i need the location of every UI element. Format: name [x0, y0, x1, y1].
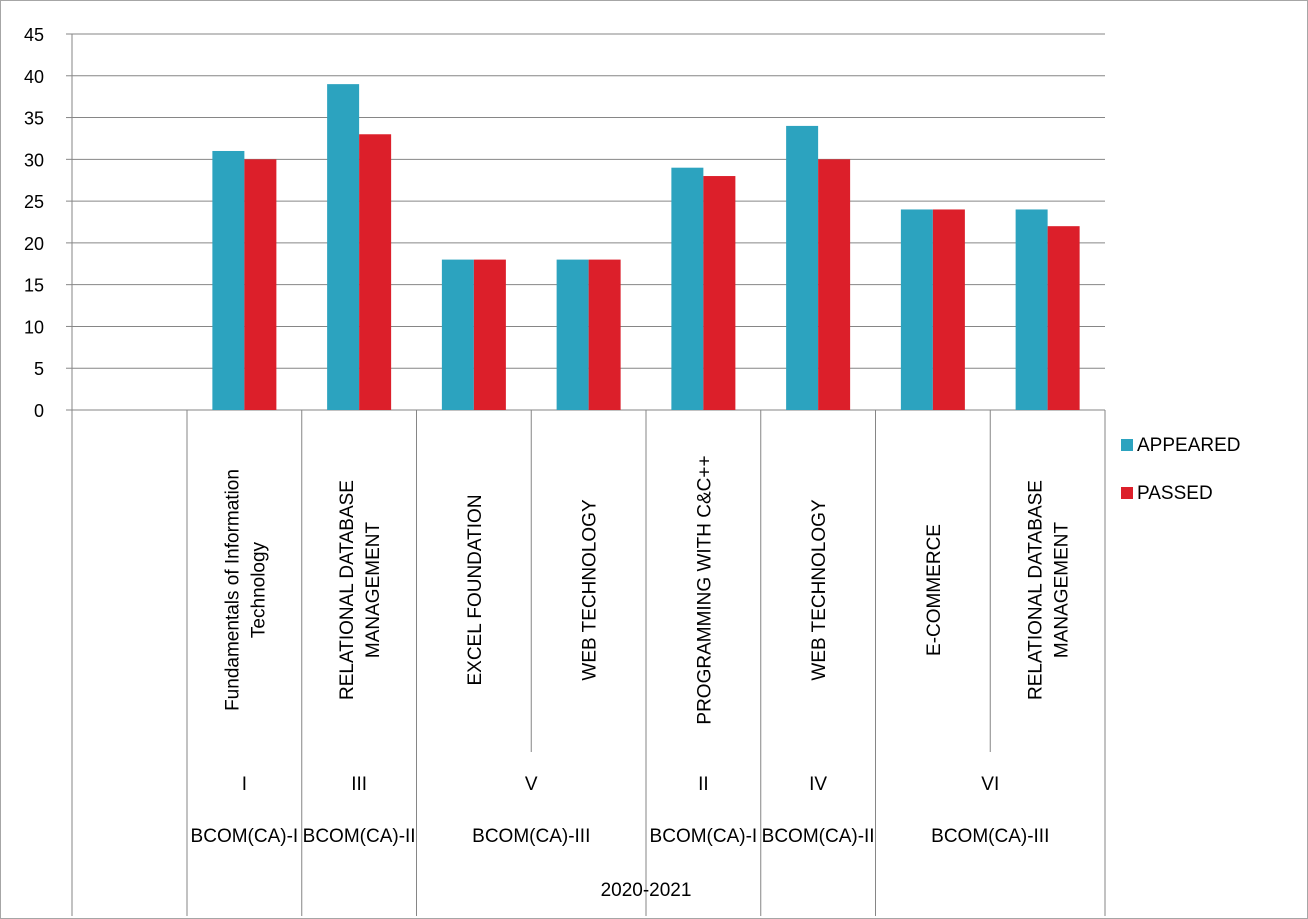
legend-label: PASSED — [1137, 483, 1213, 504]
bar-passed — [818, 159, 851, 410]
group-label-level-1: I — [242, 774, 247, 795]
category-label: RELATIONAL DATABASE — [337, 480, 358, 700]
bar-appeared — [900, 209, 933, 410]
bar-passed — [244, 159, 277, 410]
bar-appeared — [327, 84, 360, 410]
bar-appeared — [1015, 209, 1048, 410]
legend-swatch — [1121, 439, 1133, 451]
y-tick-label: 25 — [24, 192, 44, 212]
bar-passed — [932, 209, 965, 410]
legend: APPEARED PASSED — [1121, 435, 1240, 504]
category-label: RELATIONAL DATABASE — [1026, 480, 1047, 700]
bar-passed — [473, 259, 506, 410]
group-label-level-1: III — [351, 774, 367, 795]
group-label-level-2: BCOM(CA)-II — [762, 826, 875, 847]
axis-labels: 0 5 10 15 20 25 30 35 40 45 Fundamentals of Inform… — [24, 25, 1073, 901]
category-label: WEB TECHNOLOGY — [809, 499, 830, 681]
group-label-level-1: VI — [981, 774, 999, 795]
legend-label: APPEARED — [1137, 435, 1240, 456]
category-label: Fundamentals of Information — [222, 469, 243, 711]
group-label-level-3: 2020-2021 — [601, 880, 692, 901]
bars — [212, 84, 1080, 411]
y-tick-label: 10 — [24, 317, 44, 337]
y-tick-label: 45 — [24, 25, 44, 45]
category-label: WEB TECHNOLOGY — [580, 499, 601, 681]
bar-passed — [703, 176, 736, 410]
category-label: MANAGEMENT — [363, 522, 384, 659]
legend-swatch — [1121, 487, 1133, 499]
category-label: EXCEL FOUNDATION — [465, 494, 486, 685]
bar-appeared — [786, 125, 819, 411]
y-tick-label: 35 — [24, 109, 44, 129]
category-label: E-COMMERCE — [924, 524, 945, 656]
group-label-level-2: BCOM(CA)-I — [191, 826, 299, 847]
bar-appeared — [441, 259, 474, 410]
group-label-level-1: IV — [809, 774, 827, 795]
y-tick-label: 15 — [24, 276, 44, 296]
group-label-level-1: V — [525, 774, 538, 795]
category-label: PROGRAMMING WITH C&C++ — [694, 455, 715, 724]
group-label-level-2: BCOM(CA)-I — [650, 826, 758, 847]
bar-appeared — [556, 259, 589, 410]
bar-passed — [359, 134, 392, 410]
group-label-level-1: II — [698, 774, 709, 795]
group-label-level-2: BCOM(CA)-III — [472, 826, 590, 847]
y-tick-label: 30 — [24, 150, 44, 170]
group-label-level-2: BCOM(CA)-III — [931, 826, 1049, 847]
axes — [66, 33, 1106, 916]
bar-passed — [588, 259, 621, 410]
bar-passed — [1047, 226, 1080, 410]
bar-appeared — [212, 150, 245, 410]
bar-appeared — [671, 167, 704, 410]
category-label: MANAGEMENT — [1052, 522, 1073, 659]
y-tick-label: 40 — [24, 67, 44, 87]
category-label: Technology — [248, 541, 269, 638]
y-tick-label: 20 — [24, 234, 44, 254]
y-tick-label: 5 — [34, 359, 44, 379]
y-tick-label: 0 — [34, 401, 44, 421]
group-label-level-2: BCOM(CA)-II — [303, 826, 416, 847]
